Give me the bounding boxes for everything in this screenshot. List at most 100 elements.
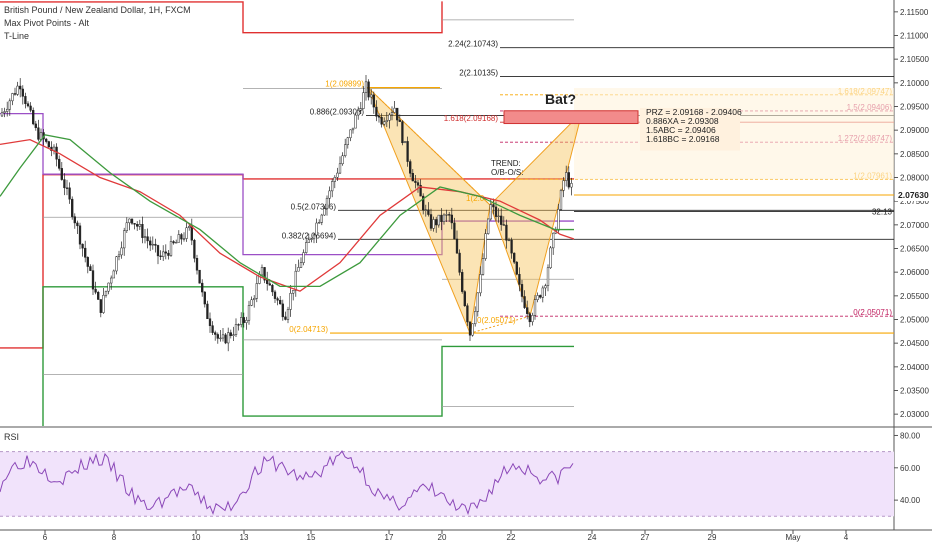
- candle-body: [351, 127, 355, 131]
- candle-body: [471, 323, 474, 336]
- candle-body: [341, 155, 344, 165]
- price-tick-label: 2.09500: [900, 103, 929, 112]
- price-tick-label: 2.06000: [900, 268, 929, 277]
- candle-body: [133, 223, 136, 225]
- candle-body: [164, 251, 167, 254]
- candle-body: [229, 332, 232, 336]
- time-tick-label: 20: [438, 533, 447, 542]
- candle-body: [406, 141, 409, 162]
- candle-body: [182, 238, 186, 240]
- candle-body: [156, 245, 160, 257]
- candle-body: [63, 179, 66, 189]
- price-tick-label: 2.10500: [900, 55, 929, 64]
- candle-body: [310, 238, 313, 240]
- candle-body: [533, 299, 537, 316]
- candle-body: [167, 252, 170, 256]
- price-tick-label: 2.06500: [900, 245, 929, 254]
- candle-body: [128, 218, 131, 224]
- candle-body: [354, 114, 357, 129]
- price-tick-label: 2.05500: [900, 292, 929, 301]
- candle-body: [13, 93, 17, 95]
- chart-legend: British Pound / New Zealand Dollar, 1H, …: [4, 4, 191, 43]
- candle-body: [526, 307, 529, 314]
- candle-body: [396, 107, 399, 121]
- candle-body: [253, 298, 256, 301]
- bat-bcd-triangle: [489, 110, 583, 318]
- candle-body: [203, 291, 206, 305]
- candle-body: [567, 172, 570, 188]
- candle-body: [450, 214, 453, 224]
- time-tick-label: 17: [385, 533, 394, 542]
- candle-body: [528, 313, 531, 323]
- prz-text-line: 1.5ABC = 2.09406: [646, 125, 716, 135]
- candle-body: [297, 267, 300, 272]
- candle-body: [536, 295, 539, 300]
- candle-body: [232, 334, 235, 336]
- indicator-t-line[interactable]: T-Line: [4, 31, 30, 41]
- candle-body: [544, 285, 547, 289]
- candle-body: [84, 247, 87, 258]
- candle-body: [214, 332, 217, 335]
- candle-body: [26, 103, 30, 107]
- moving-average-green: [0, 134, 574, 288]
- candle-body: [318, 222, 321, 224]
- candle-body: [65, 187, 69, 189]
- rsi-title: RSI: [4, 432, 19, 442]
- candle-body: [97, 291, 100, 300]
- fib-level-label: 0.5(2.07306): [291, 202, 337, 211]
- time-tick-label: 6: [43, 533, 48, 542]
- candle-body: [531, 315, 534, 323]
- candle-body: [94, 288, 97, 293]
- candle-body: [281, 303, 284, 318]
- candle-body: [195, 258, 199, 271]
- price-tick-label: 2.05000: [900, 316, 929, 325]
- candle-body: [468, 321, 472, 336]
- candle-body: [494, 206, 498, 217]
- candle-body: [367, 81, 370, 98]
- price-tick-label: 2.04500: [900, 339, 929, 348]
- prz-text-line: PRZ = 2.09168 - 2.09406: [646, 107, 742, 117]
- last-price-label: 2.07630: [898, 190, 929, 200]
- rsi-tick-label: 60.00: [900, 464, 921, 473]
- candle-body: [292, 290, 295, 294]
- candle-body: [149, 240, 152, 246]
- candle-body: [216, 334, 219, 339]
- candle-body: [388, 114, 391, 121]
- candle-body: [76, 222, 79, 227]
- candle-body: [263, 267, 266, 281]
- moving-average-red: [0, 138, 575, 292]
- candle-body: [169, 241, 173, 256]
- candle-body: [419, 184, 422, 197]
- candle-body: [484, 233, 487, 259]
- candle-body: [37, 127, 40, 140]
- candle-body: [422, 195, 425, 211]
- price-tick-label: 2.07500: [900, 197, 929, 206]
- symbol-title[interactable]: British Pound / New Zealand Dollar, 1H, …: [4, 5, 191, 15]
- prz-text-line: 1.618BC = 2.09168: [646, 134, 720, 144]
- time-tick-label: May: [785, 533, 800, 542]
- candle-body: [219, 337, 222, 340]
- trend-label: TREND:: [491, 159, 521, 168]
- candle-body: [432, 219, 435, 229]
- candle-body: [60, 168, 63, 180]
- candle-body: [224, 334, 227, 344]
- indicator-pivot-points[interactable]: Max Pivot Points - Alt: [4, 18, 90, 28]
- candle-body: [448, 214, 451, 216]
- fib-level-label: 2(2.10135): [459, 68, 498, 77]
- candle-body: [481, 258, 485, 275]
- candle-body: [466, 305, 469, 323]
- candle-body: [8, 100, 11, 110]
- candle-body: [370, 94, 373, 98]
- candle-body: [211, 325, 214, 333]
- time-tick-label: 8: [112, 533, 117, 542]
- candle-body: [136, 224, 139, 227]
- candle-body: [99, 299, 102, 313]
- candle-body: [359, 108, 362, 111]
- time-tick-label: 22: [507, 533, 516, 542]
- candle-body: [403, 141, 407, 144]
- candle-body: [141, 224, 144, 238]
- candle-body: [411, 173, 414, 182]
- candle-body: [123, 230, 126, 249]
